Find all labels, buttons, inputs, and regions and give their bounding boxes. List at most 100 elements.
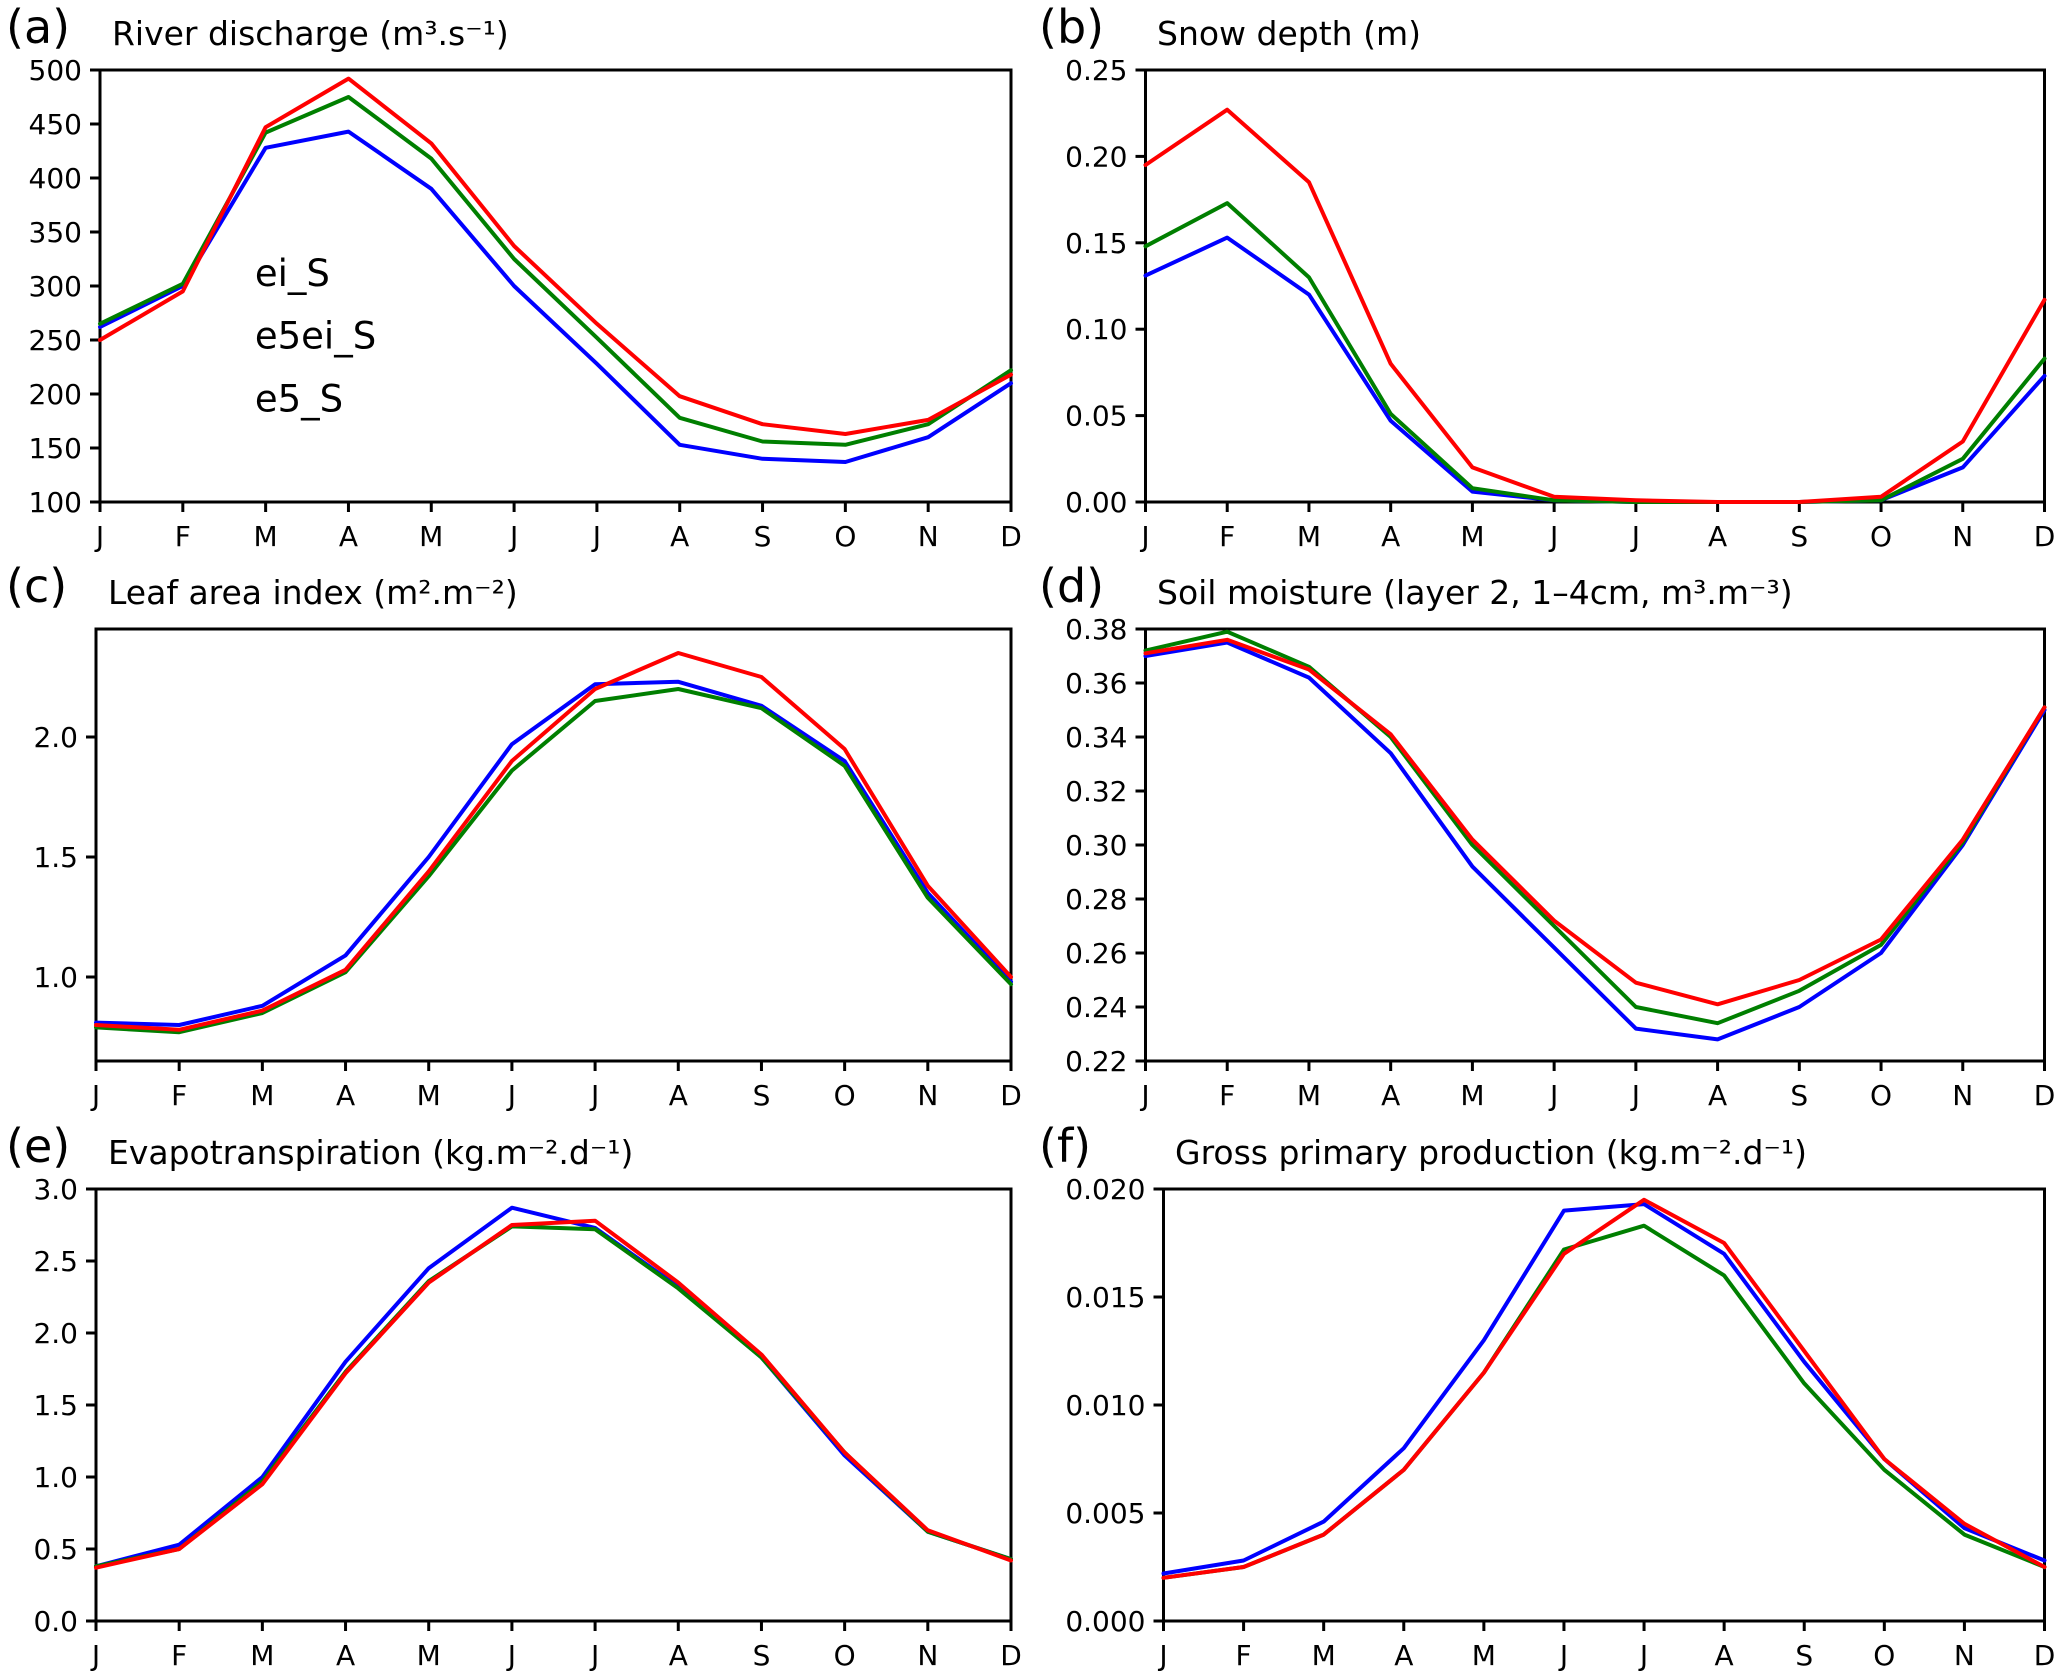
svg-text:A: A — [1381, 1079, 1400, 1112]
soil-moisture-plot: 0.22 0.24 0.26 0.28 0.30 0.32 0.34 0.36 0.38 J F M A… — [1065, 615, 2056, 1112]
svg-text:J: J — [1548, 520, 1558, 553]
svg-text:M: M — [250, 1079, 274, 1112]
svg-text:0.20: 0.20 — [1065, 140, 1127, 173]
gross-primary-production-plot: 0.000 0.005 0.010 0.015 0.020 J F M A M J J A S O N D — [1065, 1175, 2056, 1672]
svg-text:0.30: 0.30 — [1065, 829, 1127, 862]
svg-text:S: S — [754, 520, 772, 553]
svg-text:250: 250 — [29, 324, 82, 357]
panel-leaf-area-index: (c) Leaf area index (m².m⁻²) 1.0 1.5 2.0 J F… — [0, 559, 1033, 1119]
svg-text:D: D — [2034, 1639, 2056, 1672]
svg-text:0.25: 0.25 — [1065, 56, 1127, 87]
svg-text:N: N — [917, 1079, 938, 1112]
evapotranspiration-plot: 0.0 0.5 1.0 1.5 2.0 2.5 3.0 J F M A M J J A S O N D — [33, 1175, 1022, 1672]
svg-text:0.22: 0.22 — [1065, 1045, 1127, 1078]
svg-text:A: A — [336, 1639, 355, 1672]
svg-text:A: A — [670, 520, 689, 553]
svg-text:300: 300 — [29, 270, 82, 303]
leaf-area-index-plot: 1.0 1.5 2.0 J F M A M J J A S O N D — [33, 627, 1022, 1112]
svg-text:M: M — [417, 1079, 441, 1112]
svg-text:J: J — [1558, 1639, 1568, 1672]
svg-text:1.0: 1.0 — [33, 961, 78, 994]
svg-text:2.0: 2.0 — [33, 721, 78, 754]
panel-e-label: (e) — [6, 1119, 71, 1173]
svg-text:F: F — [1219, 1079, 1235, 1112]
panel-c-title: Leaf area index (m².m⁻²) — [108, 573, 518, 612]
svg-text:N: N — [1954, 1639, 1975, 1672]
svg-text:D: D — [2034, 1079, 2056, 1112]
panel-b-label: (b) — [1039, 0, 1105, 54]
panel-snow-depth: (b) Snow depth (m) 0.00 0.05 0.10 0.15 0.20 0… — [1033, 0, 2067, 559]
svg-text:M: M — [1460, 520, 1484, 553]
svg-text:N: N — [917, 1639, 938, 1672]
svg-text:O: O — [834, 1639, 856, 1672]
panel-soil-moisture: (d) Soil moisture (layer 2, 1–4cm, m³.m⁻… — [1033, 559, 2067, 1119]
svg-text:0.36: 0.36 — [1065, 667, 1127, 700]
svg-text:D: D — [1000, 520, 1022, 553]
svg-text:A: A — [1715, 1639, 1734, 1672]
svg-text:0.26: 0.26 — [1065, 937, 1127, 970]
svg-text:0.0: 0.0 — [33, 1605, 78, 1638]
svg-text:0.34: 0.34 — [1065, 721, 1127, 754]
svg-text:S: S — [1790, 1079, 1808, 1112]
svg-text:O: O — [1873, 1639, 1895, 1672]
svg-text:D: D — [1000, 1639, 1022, 1672]
svg-text:F: F — [171, 1079, 187, 1112]
svg-text:M: M — [419, 520, 443, 553]
svg-text:A: A — [1394, 1639, 1413, 1672]
svg-text:M: M — [417, 1639, 441, 1672]
svg-text:ei_S: ei_S — [255, 252, 330, 295]
svg-text:O: O — [834, 1079, 856, 1112]
svg-text:A: A — [339, 520, 358, 553]
svg-text:O: O — [1870, 520, 1892, 553]
svg-text:D: D — [1000, 1079, 1022, 1112]
svg-text:J: J — [589, 1079, 599, 1112]
svg-text:2.0: 2.0 — [33, 1317, 78, 1350]
svg-text:N: N — [918, 520, 939, 553]
svg-text:A: A — [669, 1079, 688, 1112]
svg-text:0.05: 0.05 — [1065, 400, 1127, 433]
svg-text:J: J — [1139, 520, 1149, 553]
svg-text:S: S — [1790, 520, 1808, 553]
svg-text:A: A — [1708, 520, 1727, 553]
svg-text:0.00: 0.00 — [1065, 486, 1127, 519]
svg-text:200: 200 — [29, 378, 82, 411]
svg-text:0.000: 0.000 — [1065, 1605, 1145, 1638]
svg-text:D: D — [2034, 520, 2056, 553]
svg-text:0.10: 0.10 — [1065, 313, 1127, 346]
svg-text:F: F — [171, 1639, 187, 1672]
svg-text:J: J — [1630, 520, 1640, 553]
svg-text:J: J — [94, 520, 104, 553]
panel-d-title: Soil moisture (layer 2, 1–4cm, m³.m⁻³) — [1157, 573, 1793, 612]
svg-text:1.5: 1.5 — [33, 841, 78, 874]
svg-text:M: M — [1312, 1639, 1336, 1672]
svg-text:S: S — [753, 1639, 771, 1672]
panel-f-title: Gross primary production (kg.m⁻².d⁻¹) — [1175, 1133, 1807, 1172]
svg-text:e5_S: e5_S — [255, 377, 343, 420]
svg-text:O: O — [1870, 1079, 1892, 1112]
svg-text:M: M — [250, 1639, 274, 1672]
svg-text:0.38: 0.38 — [1065, 615, 1127, 646]
svg-text:A: A — [1381, 520, 1400, 553]
panel-f-label: (f) — [1039, 1119, 1092, 1173]
svg-text:M: M — [254, 520, 278, 553]
panel-e-title: Evapotranspiration (kg.m⁻².d⁻¹) — [108, 1133, 634, 1172]
panel-a-title: River discharge (m³.s⁻¹) — [112, 14, 509, 53]
svg-text:e5ei_S: e5ei_S — [255, 315, 376, 358]
svg-text:O: O — [834, 520, 856, 553]
svg-text:N: N — [1952, 520, 1973, 553]
svg-text:0.24: 0.24 — [1065, 991, 1127, 1024]
snow-depth-plot: 0.00 0.05 0.10 0.15 0.20 0.25 J F M A M J J A S O N D — [1065, 56, 2056, 553]
svg-text:0.020: 0.020 — [1065, 1175, 1145, 1206]
river-discharge-plot: 100 150 200 250 300 350 400 450 500 J F M A M J J A S O N De… — [29, 56, 1022, 553]
panel-d-label: (d) — [1039, 559, 1105, 613]
svg-text:N: N — [1952, 1079, 1973, 1112]
svg-text:J: J — [1139, 1079, 1149, 1112]
svg-text:F: F — [1236, 1639, 1252, 1672]
svg-text:M: M — [1297, 1079, 1321, 1112]
svg-text:F: F — [1219, 520, 1235, 553]
svg-text:100: 100 — [29, 486, 82, 519]
svg-text:350: 350 — [29, 216, 82, 249]
svg-text:150: 150 — [29, 432, 82, 465]
svg-text:0.15: 0.15 — [1065, 227, 1127, 260]
